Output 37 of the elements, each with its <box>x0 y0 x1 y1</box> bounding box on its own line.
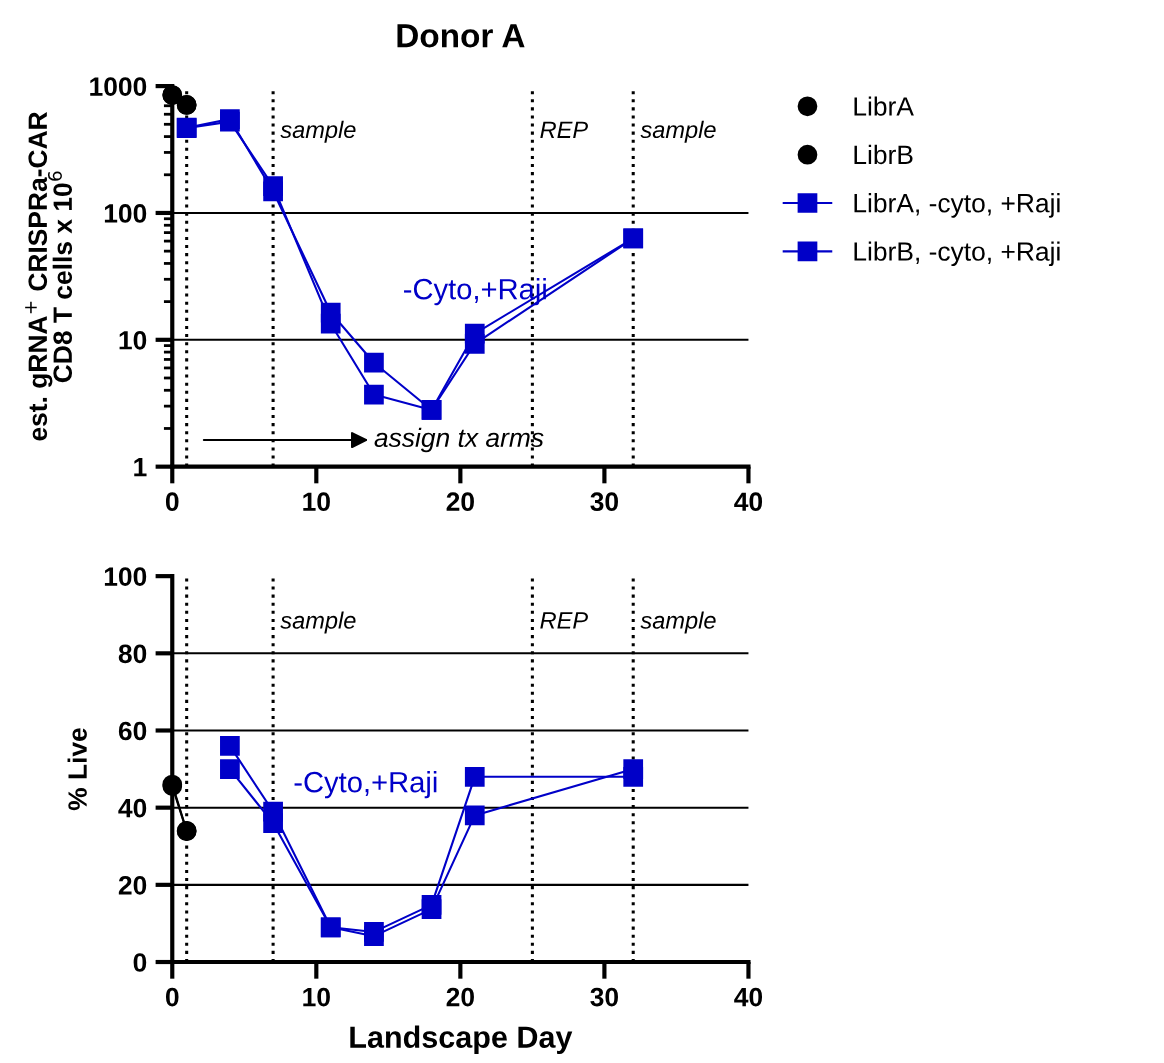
x-tick-label: 10 <box>303 987 330 1007</box>
y-tick-label: 40 <box>118 798 147 818</box>
legend-label: LibrA, -cyto, +Raji <box>854 193 1060 218</box>
y-tick-label: 100 <box>104 204 147 223</box>
ref-line-label: REP <box>540 612 588 629</box>
x-tick-label: 20 <box>446 987 474 1007</box>
y-tick-label: 1 <box>134 458 147 477</box>
x-tick-label: 0 <box>165 492 179 512</box>
ref-line-label: sample <box>280 120 356 143</box>
y-tick-label: 1000 <box>90 77 147 96</box>
x-tick-label: 30 <box>590 987 618 1007</box>
x-tick-label: 0 <box>165 987 179 1007</box>
legend-label: LibrB <box>854 144 913 165</box>
x-tick-label: 30 <box>590 492 618 512</box>
chart-title: Donor A <box>397 24 525 48</box>
annotation: -Cyto,+Raji <box>294 771 437 799</box>
legend-label: LibrB, -cyto, +Raji <box>854 241 1060 267</box>
x-tick-label: 20 <box>446 492 474 512</box>
y-tick-label: 20 <box>118 875 147 895</box>
y-axis-title: % Live <box>67 728 87 811</box>
ref-line-label: sample <box>640 611 716 634</box>
x-tick-label: 40 <box>734 492 763 512</box>
x-tick-label: 40 <box>734 987 763 1007</box>
y-axis-title: est. gRNA$^{+}$ CRISPRa-CAR CD8 T cells x 10$^{6}$ <box>25 111 73 441</box>
annotation: -Cyto,+Raji <box>404 278 546 306</box>
ref-line-label: sample <box>280 611 356 634</box>
y-tick-label: 60 <box>118 721 147 741</box>
ref-line-label: sample <box>640 120 716 143</box>
x-axis-title: Landscape Day <box>350 1025 573 1054</box>
annotation: assign tx arms <box>374 427 544 453</box>
ref-line-label: REP <box>540 121 588 138</box>
y-tick-label: 100 <box>104 567 147 586</box>
y-tick-label: 10 <box>119 330 147 350</box>
legend-label: LibrA <box>854 96 914 116</box>
y-tick-label: 80 <box>118 644 147 664</box>
y-tick-label: 0 <box>133 953 147 972</box>
x-tick-label: 10 <box>303 492 330 512</box>
